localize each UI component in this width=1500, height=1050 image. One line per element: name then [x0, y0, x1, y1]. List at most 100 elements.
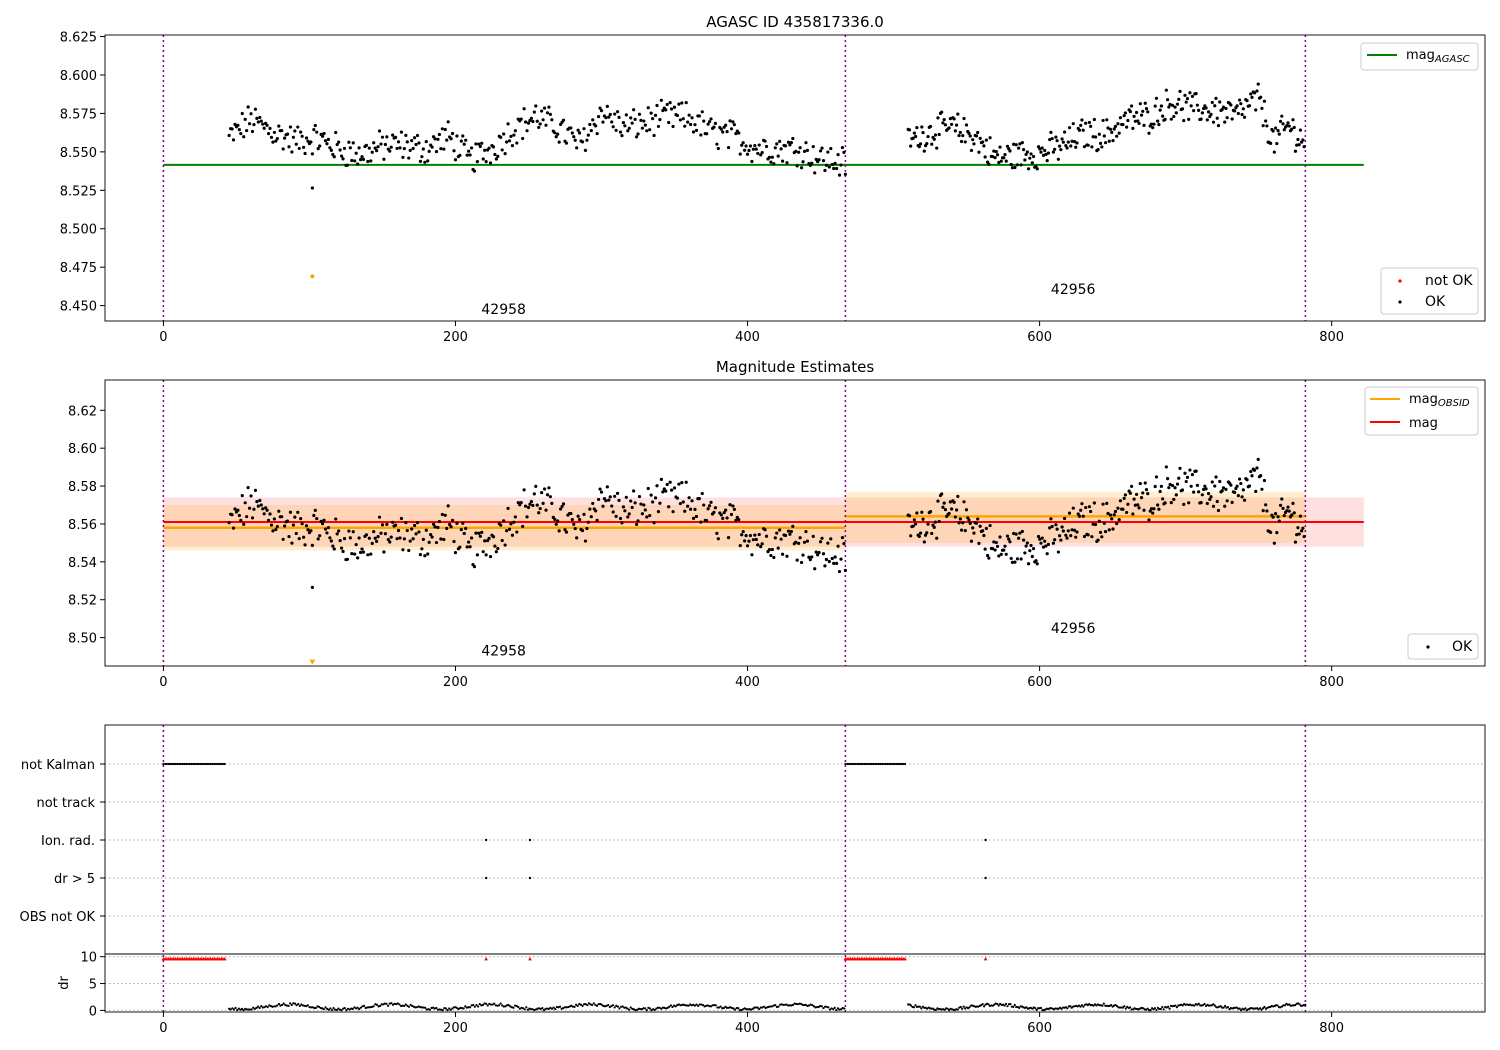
ok-point: [686, 120, 690, 124]
ok-point: [249, 494, 253, 498]
dr-point: [448, 1007, 451, 1010]
ok-point: [725, 130, 729, 134]
magnitude-estimates-title: Magnitude Estimates: [716, 358, 874, 376]
ok-point: [810, 555, 814, 559]
ok-point: [412, 136, 417, 140]
ok-point: [636, 519, 640, 523]
ok-point: [1125, 125, 1129, 129]
ok-point: [921, 131, 925, 135]
ok-point: [1292, 125, 1296, 130]
dr-point: [769, 1005, 772, 1008]
ok-point: [506, 122, 510, 126]
ok-point: [917, 534, 921, 539]
dr-point: [1240, 1009, 1243, 1012]
ok-point: [921, 517, 925, 521]
ok-point: [227, 521, 231, 525]
dr-point: [1155, 1008, 1158, 1012]
ok-point: [493, 544, 497, 548]
dr-point: [785, 1003, 788, 1006]
ok-point: [661, 108, 665, 113]
ok-point: [239, 518, 243, 522]
dr-point: [258, 1006, 261, 1010]
ok-point: [496, 546, 500, 551]
ok-point: [611, 510, 615, 514]
ok-point: [538, 122, 542, 126]
ok-point: [769, 553, 773, 558]
ok-point: [1183, 93, 1187, 97]
ok-point: [1141, 491, 1145, 495]
ok-point: [1292, 511, 1296, 515]
dr-point: [478, 1003, 481, 1006]
ok-point: [1091, 522, 1095, 526]
dr-point: [1162, 1008, 1165, 1011]
ok-point: [659, 98, 663, 102]
ok-point: [496, 154, 500, 158]
not-kalman-point: [207, 762, 211, 766]
ok-point: [642, 119, 646, 123]
ok-point: [930, 142, 934, 146]
dr-point: [282, 1002, 285, 1005]
ok-point: [358, 550, 363, 555]
ok-point: [376, 145, 380, 149]
ok-point: [918, 142, 923, 146]
ok-point: [1201, 106, 1206, 111]
dr-point: [475, 1003, 478, 1007]
ok-point: [735, 515, 739, 519]
ok-point: [655, 484, 659, 488]
ok-point: [624, 113, 628, 117]
ok-point: [1293, 149, 1298, 153]
obsid-label-42956: 42956: [1051, 282, 1096, 298]
dr-point: [836, 1007, 840, 1010]
ok-point: [304, 524, 309, 528]
ok-point: [338, 148, 342, 152]
x-tick-label: 800: [1319, 1021, 1344, 1036]
ok-point: [1180, 488, 1185, 492]
ok-point: [753, 533, 757, 537]
ok-point: [827, 165, 831, 169]
ok-point: [294, 531, 298, 536]
dr-point: [1288, 1003, 1291, 1006]
ok-point: [1290, 127, 1294, 131]
ok-point: [1013, 560, 1017, 564]
ok-point: [1261, 509, 1265, 513]
ok-point: [707, 504, 712, 508]
ok-point: [1296, 137, 1300, 142]
ok-point: [1069, 533, 1073, 538]
dr-point: [697, 1004, 700, 1008]
ok-point: [1291, 118, 1295, 122]
ok-point: [1082, 534, 1087, 539]
ok-point: [833, 161, 837, 165]
ok-point: [1220, 489, 1224, 493]
ok-point: [280, 128, 284, 133]
ok-point: [1010, 560, 1015, 565]
ok-point: [922, 540, 926, 544]
ok-point: [677, 482, 681, 486]
ok-point: [1061, 529, 1065, 533]
ok-point: [299, 130, 303, 134]
ok-point: [396, 140, 401, 144]
ok-point: [775, 142, 779, 146]
ok-point: [510, 144, 515, 148]
ok-point: [1044, 544, 1048, 548]
ok-point: [418, 159, 423, 163]
dr-point: [828, 1008, 832, 1011]
dr-point: [435, 1006, 438, 1010]
ok-point: [1142, 123, 1146, 127]
ok-point: [465, 153, 469, 157]
ok-point: [373, 536, 377, 540]
ok-point: [987, 162, 991, 166]
ok-point: [484, 553, 488, 557]
ok-point: [525, 129, 529, 133]
dr-point: [493, 1002, 496, 1005]
not-kalman-point: [178, 762, 181, 766]
ok-point: [1210, 100, 1214, 105]
ok-point: [1075, 141, 1079, 145]
ok-point: [681, 117, 685, 121]
dr-point: [1298, 1003, 1301, 1006]
dr-point: [594, 1003, 597, 1007]
ok-point: [404, 133, 408, 138]
dr-point: [290, 1003, 293, 1007]
x-tick-label: 0: [159, 1021, 167, 1036]
ok-point: [1204, 106, 1208, 110]
ok-point: [231, 526, 236, 530]
